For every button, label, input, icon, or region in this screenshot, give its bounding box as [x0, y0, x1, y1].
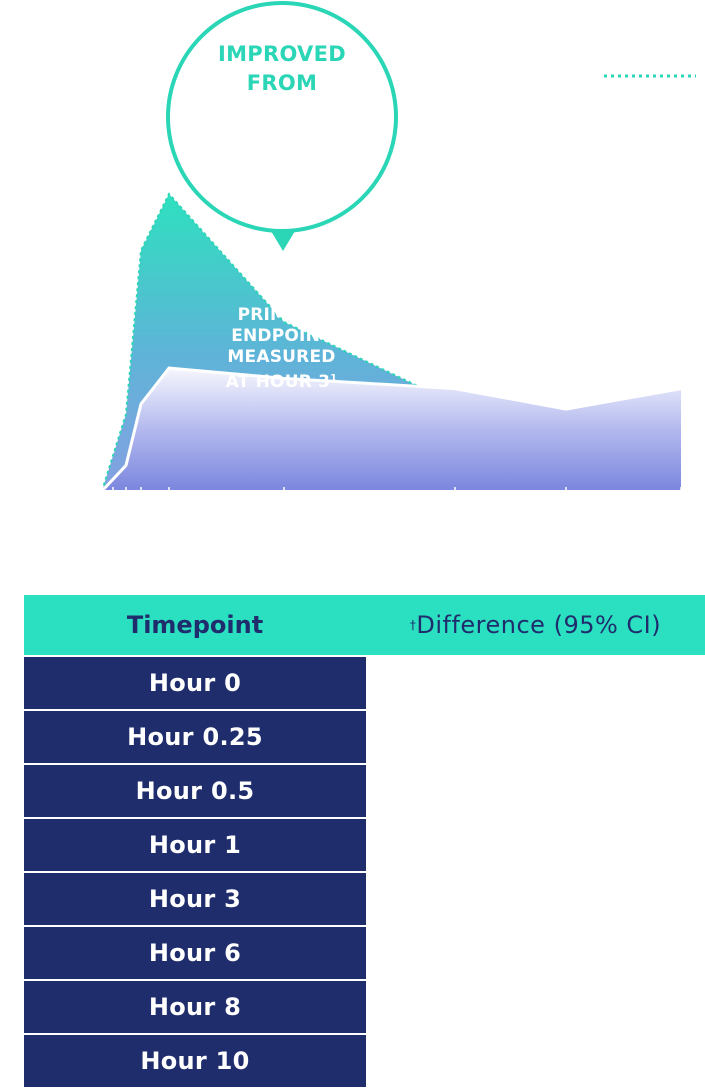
timepoint-cell: Hour 0.25 [127, 723, 263, 751]
endpoint-annotation: PRIMARY ENDPOINT MEASURED AT HOUR 31 [200, 305, 363, 393]
data-table: Timepoint † Difference (95% CI) Hour 0 Ho… [24, 595, 705, 1087]
callout-circle [166, 1, 398, 233]
annotation-line4: AT HOUR 31 [200, 368, 363, 393]
timepoint-cell: Hour 6 [148, 939, 242, 967]
header-difference: † Difference (95% CI) [366, 595, 705, 655]
timepoint-cell: Hour 1 [148, 831, 242, 859]
series-lower-line [100, 366, 682, 493]
timepoint-cell: Hour 8 [148, 993, 242, 1021]
timepoint-cell: Hour 3 [148, 885, 242, 913]
timepoint-cell: Hour 0 [148, 669, 242, 697]
table-header: Timepoint † Difference (95% CI) [24, 595, 705, 655]
annotation-line4-text: AT HOUR 3 [225, 372, 331, 392]
table-row: Hour 10 [24, 1035, 366, 1087]
table-row: Hour 0.5 [24, 765, 366, 817]
annotation-line2: ENDPOINT [231, 326, 332, 346]
chart [100, 1, 696, 493]
table-row: Hour 0.25 [24, 711, 366, 763]
endpoint-marker [274, 283, 292, 297]
callout-title-line2: FROM [246, 71, 318, 95]
dagger-mark: † [409, 618, 417, 632]
table-row: Hour 0 [24, 657, 366, 709]
table-row: Hour 1 [24, 819, 366, 871]
table-row: Hour 6 [24, 927, 366, 979]
table-row: Hour 8 [24, 981, 366, 1033]
timepoint-cell: Hour 10 [140, 1047, 250, 1075]
header-timepoint: Timepoint [126, 611, 264, 639]
timepoint-cell: Hour 0.5 [135, 777, 255, 805]
annotation-line1: PRIMARY [237, 305, 326, 325]
annotation-line3: MEASURED [227, 347, 336, 367]
callout-title: IMPROVED FROM [168, 40, 396, 98]
annotation-footnote: 1 [330, 373, 338, 384]
callout-title-line1: IMPROVED [218, 42, 346, 66]
header-difference-text: Difference (95% CI) [416, 611, 662, 639]
table-row: Hour 3 [24, 873, 366, 925]
series-lower-area [102, 368, 681, 491]
